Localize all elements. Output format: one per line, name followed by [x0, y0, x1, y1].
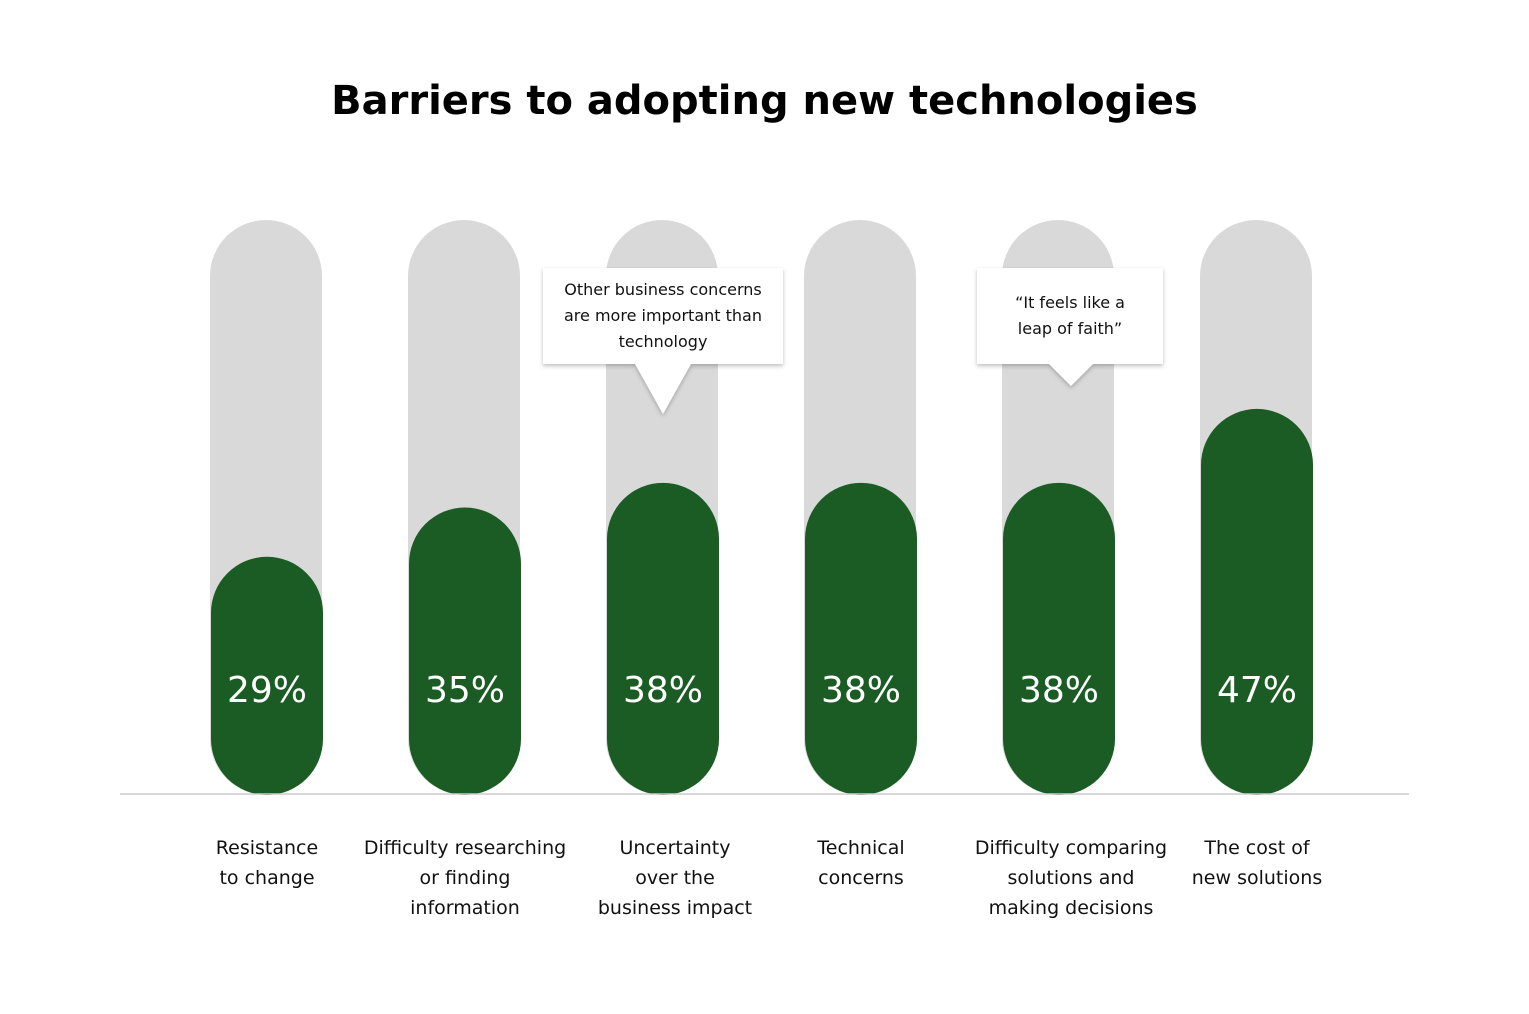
- value-label: 38%: [622, 670, 703, 711]
- value-label: 38%: [1018, 670, 1099, 711]
- bar: [607, 482, 719, 795]
- x-tick-label: The cost of new solutions: [1191, 837, 1323, 889]
- x-tick-label: Difficulty researching or finding inform…: [363, 837, 567, 919]
- callout-box: [977, 268, 1163, 386]
- annotation: Other business concerns are more importa…: [564, 280, 762, 351]
- x-tick-label: Resistance to change: [215, 837, 319, 889]
- chart-title: Barriers to adopting new technologies: [331, 78, 1198, 124]
- value-label: 29%: [226, 670, 307, 711]
- annotation: “It feels like a leap of faith”: [1015, 293, 1125, 338]
- bar: [409, 507, 521, 795]
- value-label: 38%: [820, 670, 901, 711]
- bar: [1003, 482, 1115, 795]
- value-label: 47%: [1216, 670, 1297, 711]
- x-tick-label: Difficulty comparing solutions and makin…: [974, 837, 1168, 919]
- bar: [211, 556, 323, 795]
- callout-box: [543, 268, 783, 414]
- bar: [805, 482, 917, 795]
- x-tick-label: Technical concerns: [817, 837, 905, 889]
- value-label: 35%: [424, 670, 505, 711]
- x-tick-label: Uncertainty over the business impact: [597, 837, 753, 919]
- bar: [1201, 408, 1313, 795]
